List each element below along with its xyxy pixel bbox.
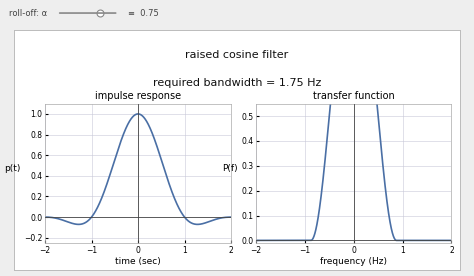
Text: ≡  0.75: ≡ 0.75 [128,9,159,18]
Y-axis label: P(f): P(f) [222,164,238,173]
Title: transfer function: transfer function [313,91,394,102]
Y-axis label: p(t): p(t) [5,164,21,173]
Text: raised cosine filter: raised cosine filter [185,50,289,60]
Text: roll-off: α: roll-off: α [9,9,47,18]
X-axis label: time (sec): time (sec) [115,258,161,266]
Text: required bandwidth = 1.75 Hz: required bandwidth = 1.75 Hz [153,78,321,88]
Title: impulse response: impulse response [95,91,181,102]
X-axis label: frequency (Hz): frequency (Hz) [320,258,387,266]
